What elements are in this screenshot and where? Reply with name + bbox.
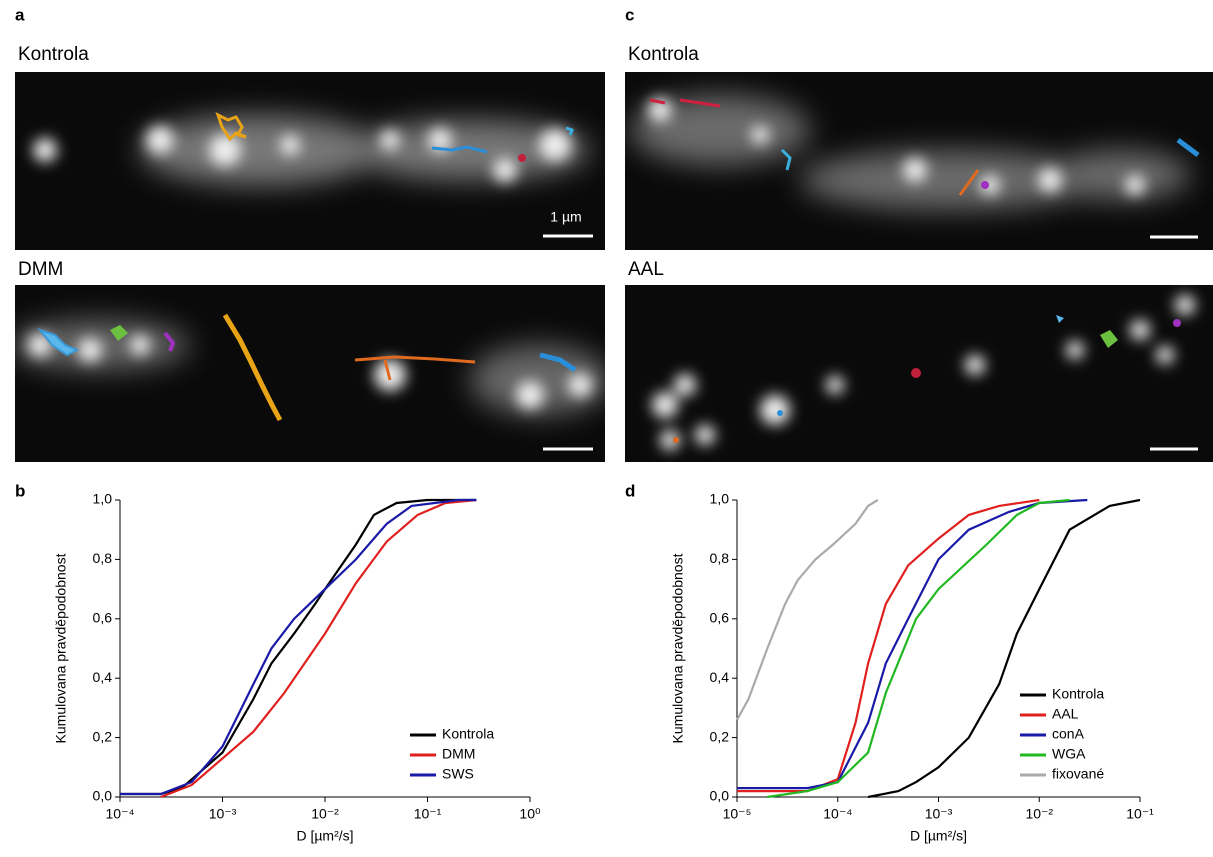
legend-label: DMM bbox=[442, 746, 475, 762]
x-tick-label: 10⁻² bbox=[1025, 806, 1053, 822]
y-tick-label: 0,4 bbox=[710, 669, 730, 685]
x-tick-label: 10⁰ bbox=[519, 806, 541, 822]
y-axis-label: Kumulovana pravděpodobnost bbox=[670, 553, 686, 743]
cdf-line bbox=[737, 498, 1040, 793]
y-tick-label: 1,0 bbox=[93, 491, 113, 507]
x-tick-label: 10⁻⁵ bbox=[723, 806, 752, 822]
image-title: DMM bbox=[18, 259, 63, 280]
x-tick-label: 10⁻³ bbox=[925, 806, 953, 822]
x-tick-label: 10⁻¹ bbox=[414, 806, 442, 822]
micrograph: 1 µm bbox=[15, 72, 605, 250]
y-axis-label: Kumulovana pravděpodobnost bbox=[53, 553, 69, 743]
panel-label: d bbox=[625, 481, 635, 500]
cdf-line bbox=[120, 498, 477, 796]
x-tick-label: 10⁻¹ bbox=[1126, 806, 1154, 822]
micrograph bbox=[625, 72, 1213, 250]
y-tick-label: 0,0 bbox=[93, 788, 113, 804]
micrograph bbox=[15, 285, 605, 462]
x-tick-label: 10⁻⁴ bbox=[106, 806, 135, 822]
y-tick-label: 0,4 bbox=[93, 669, 113, 685]
y-tick-label: 0,0 bbox=[710, 788, 730, 804]
legend-label: SWS bbox=[442, 766, 474, 782]
x-tick-label: 10⁻³ bbox=[209, 806, 237, 822]
x-axis-label: D [µm²/s] bbox=[296, 828, 353, 844]
cdf-line bbox=[736, 499, 879, 721]
cdf-line bbox=[767, 498, 1070, 799]
legend-label: AAL bbox=[1052, 706, 1079, 722]
panel-label: a bbox=[15, 5, 25, 24]
scale-label: 1 µm bbox=[550, 209, 581, 225]
x-axis-label: D [µm²/s] bbox=[910, 828, 967, 844]
legend-label: conA bbox=[1052, 726, 1085, 742]
y-tick-label: 0,8 bbox=[710, 550, 730, 566]
panel-label: b bbox=[15, 481, 25, 500]
y-tick-label: 0,6 bbox=[710, 610, 730, 626]
image-title: Kontrola bbox=[628, 44, 699, 65]
cdf-line bbox=[120, 498, 477, 796]
image-title: AAL bbox=[628, 259, 664, 280]
y-tick-label: 1,0 bbox=[710, 491, 730, 507]
cdf-line bbox=[867, 498, 1141, 799]
y-tick-label: 0,2 bbox=[710, 728, 730, 744]
y-tick-label: 0,6 bbox=[93, 610, 113, 626]
y-tick-label: 0,2 bbox=[93, 728, 113, 744]
x-tick-label: 10⁻⁴ bbox=[823, 806, 852, 822]
y-tick-label: 0,8 bbox=[93, 550, 113, 566]
micrograph bbox=[625, 285, 1213, 462]
legend-label: Kontrola bbox=[1052, 686, 1104, 702]
cdf-line bbox=[160, 498, 477, 799]
legend-label: WGA bbox=[1052, 746, 1086, 762]
panel-label: c bbox=[625, 5, 634, 24]
x-tick-label: 10⁻² bbox=[311, 806, 339, 822]
cdf-line bbox=[737, 498, 1088, 790]
legend-label: Kontrola bbox=[442, 726, 494, 742]
legend-label: fixované bbox=[1052, 766, 1104, 782]
image-title: Kontrola bbox=[18, 44, 89, 65]
